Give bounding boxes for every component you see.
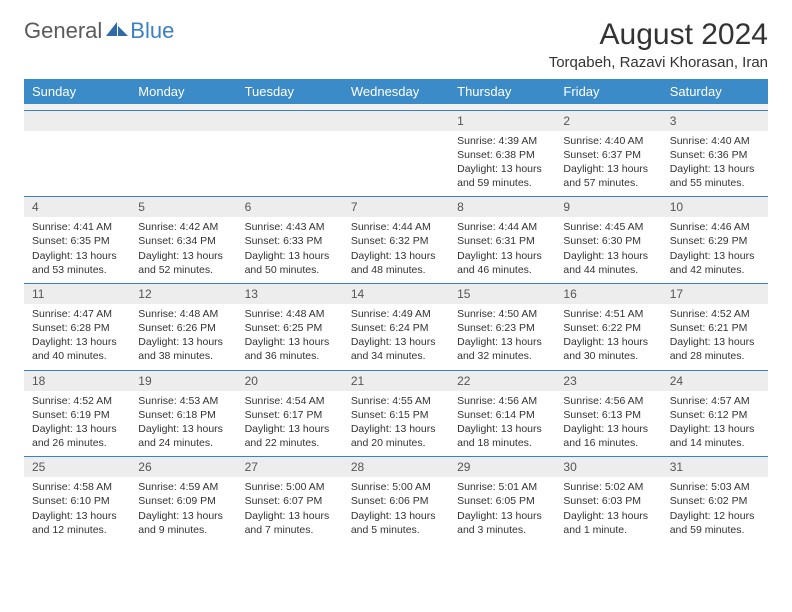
day-header: Monday: [130, 79, 236, 104]
info-cell: Sunrise: 4:46 AM Sunset: 6:29 PM Dayligh…: [662, 217, 768, 283]
day-header-row: Sunday Monday Tuesday Wednesday Thursday…: [24, 79, 768, 104]
date-row: 11121314151617: [24, 283, 768, 304]
day-header: Tuesday: [237, 79, 343, 104]
info-cell: Sunrise: 4:55 AM Sunset: 6:15 PM Dayligh…: [343, 391, 449, 457]
info-cell: Sunrise: 4:42 AM Sunset: 6:34 PM Dayligh…: [130, 217, 236, 283]
date-cell: [343, 110, 449, 131]
info-cell: Sunrise: 4:41 AM Sunset: 6:35 PM Dayligh…: [24, 217, 130, 283]
date-cell: [130, 110, 236, 131]
info-cell: Sunrise: 5:03 AM Sunset: 6:02 PM Dayligh…: [662, 477, 768, 543]
info-cell: [24, 131, 130, 197]
info-cell: Sunrise: 4:44 AM Sunset: 6:32 PM Dayligh…: [343, 217, 449, 283]
info-cell: Sunrise: 5:02 AM Sunset: 6:03 PM Dayligh…: [555, 477, 661, 543]
info-cell: Sunrise: 4:59 AM Sunset: 6:09 PM Dayligh…: [130, 477, 236, 543]
info-cell: [343, 131, 449, 197]
date-cell: 24: [662, 370, 768, 391]
day-header: Wednesday: [343, 79, 449, 104]
date-cell: 27: [237, 457, 343, 478]
date-cell: 1: [449, 110, 555, 131]
date-row: 25262728293031: [24, 457, 768, 478]
info-cell: Sunrise: 4:39 AM Sunset: 6:38 PM Dayligh…: [449, 131, 555, 197]
info-cell: Sunrise: 4:40 AM Sunset: 6:37 PM Dayligh…: [555, 131, 661, 197]
date-cell: 7: [343, 197, 449, 218]
date-cell: 17: [662, 283, 768, 304]
info-cell: [130, 131, 236, 197]
info-cell: Sunrise: 4:58 AM Sunset: 6:10 PM Dayligh…: [24, 477, 130, 543]
date-cell: [237, 110, 343, 131]
info-cell: Sunrise: 4:57 AM Sunset: 6:12 PM Dayligh…: [662, 391, 768, 457]
date-cell: 4: [24, 197, 130, 218]
date-row: 18192021222324: [24, 370, 768, 391]
info-cell: Sunrise: 4:48 AM Sunset: 6:26 PM Dayligh…: [130, 304, 236, 370]
date-cell: 12: [130, 283, 236, 304]
info-cell: Sunrise: 4:44 AM Sunset: 6:31 PM Dayligh…: [449, 217, 555, 283]
date-cell: 15: [449, 283, 555, 304]
info-cell: Sunrise: 5:01 AM Sunset: 6:05 PM Dayligh…: [449, 477, 555, 543]
date-row: 123: [24, 110, 768, 131]
logo-text-general: General: [24, 18, 102, 44]
logo-text-blue: Blue: [130, 18, 174, 44]
date-cell: 2: [555, 110, 661, 131]
date-cell: 21: [343, 370, 449, 391]
date-cell: 8: [449, 197, 555, 218]
logo-sail-icon: [106, 20, 128, 43]
info-row: Sunrise: 4:58 AM Sunset: 6:10 PM Dayligh…: [24, 477, 768, 543]
info-row: Sunrise: 4:41 AM Sunset: 6:35 PM Dayligh…: [24, 217, 768, 283]
info-cell: Sunrise: 4:52 AM Sunset: 6:21 PM Dayligh…: [662, 304, 768, 370]
info-cell: Sunrise: 4:45 AM Sunset: 6:30 PM Dayligh…: [555, 217, 661, 283]
title-block: August 2024 Torqabeh, Razavi Khorasan, I…: [549, 18, 768, 71]
date-cell: 11: [24, 283, 130, 304]
date-cell: 26: [130, 457, 236, 478]
calendar-body: 123Sunrise: 4:39 AM Sunset: 6:38 PM Dayl…: [24, 110, 768, 543]
info-cell: Sunrise: 4:56 AM Sunset: 6:13 PM Dayligh…: [555, 391, 661, 457]
date-cell: 9: [555, 197, 661, 218]
info-cell: Sunrise: 4:53 AM Sunset: 6:18 PM Dayligh…: [130, 391, 236, 457]
date-cell: 14: [343, 283, 449, 304]
info-row: Sunrise: 4:52 AM Sunset: 6:19 PM Dayligh…: [24, 391, 768, 457]
date-cell: 29: [449, 457, 555, 478]
info-row: Sunrise: 4:47 AM Sunset: 6:28 PM Dayligh…: [24, 304, 768, 370]
info-cell: Sunrise: 5:00 AM Sunset: 6:07 PM Dayligh…: [237, 477, 343, 543]
date-cell: 20: [237, 370, 343, 391]
day-header: Saturday: [662, 79, 768, 104]
date-cell: 30: [555, 457, 661, 478]
date-cell: 23: [555, 370, 661, 391]
day-header: Sunday: [24, 79, 130, 104]
location-label: Torqabeh, Razavi Khorasan, Iran: [549, 54, 768, 71]
date-cell: 18: [24, 370, 130, 391]
date-cell: 3: [662, 110, 768, 131]
info-cell: Sunrise: 4:40 AM Sunset: 6:36 PM Dayligh…: [662, 131, 768, 197]
date-cell: 28: [343, 457, 449, 478]
day-header: Friday: [555, 79, 661, 104]
month-title: August 2024: [549, 18, 768, 52]
logo: General Blue: [24, 18, 174, 44]
info-cell: Sunrise: 4:47 AM Sunset: 6:28 PM Dayligh…: [24, 304, 130, 370]
info-cell: Sunrise: 5:00 AM Sunset: 6:06 PM Dayligh…: [343, 477, 449, 543]
info-cell: Sunrise: 4:52 AM Sunset: 6:19 PM Dayligh…: [24, 391, 130, 457]
date-cell: 13: [237, 283, 343, 304]
calendar-table: Sunday Monday Tuesday Wednesday Thursday…: [24, 79, 768, 543]
info-cell: Sunrise: 4:56 AM Sunset: 6:14 PM Dayligh…: [449, 391, 555, 457]
date-cell: 25: [24, 457, 130, 478]
date-cell: 10: [662, 197, 768, 218]
date-cell: 19: [130, 370, 236, 391]
info-cell: Sunrise: 4:43 AM Sunset: 6:33 PM Dayligh…: [237, 217, 343, 283]
info-row: Sunrise: 4:39 AM Sunset: 6:38 PM Dayligh…: [24, 131, 768, 197]
info-cell: Sunrise: 4:50 AM Sunset: 6:23 PM Dayligh…: [449, 304, 555, 370]
date-cell: 6: [237, 197, 343, 218]
date-cell: 5: [130, 197, 236, 218]
page-header: General Blue August 2024 Torqabeh, Razav…: [24, 18, 768, 71]
date-cell: 31: [662, 457, 768, 478]
date-cell: 22: [449, 370, 555, 391]
info-cell: Sunrise: 4:54 AM Sunset: 6:17 PM Dayligh…: [237, 391, 343, 457]
day-header: Thursday: [449, 79, 555, 104]
info-cell: Sunrise: 4:48 AM Sunset: 6:25 PM Dayligh…: [237, 304, 343, 370]
date-cell: [24, 110, 130, 131]
date-cell: 16: [555, 283, 661, 304]
info-cell: [237, 131, 343, 197]
info-cell: Sunrise: 4:49 AM Sunset: 6:24 PM Dayligh…: [343, 304, 449, 370]
date-row: 45678910: [24, 197, 768, 218]
info-cell: Sunrise: 4:51 AM Sunset: 6:22 PM Dayligh…: [555, 304, 661, 370]
